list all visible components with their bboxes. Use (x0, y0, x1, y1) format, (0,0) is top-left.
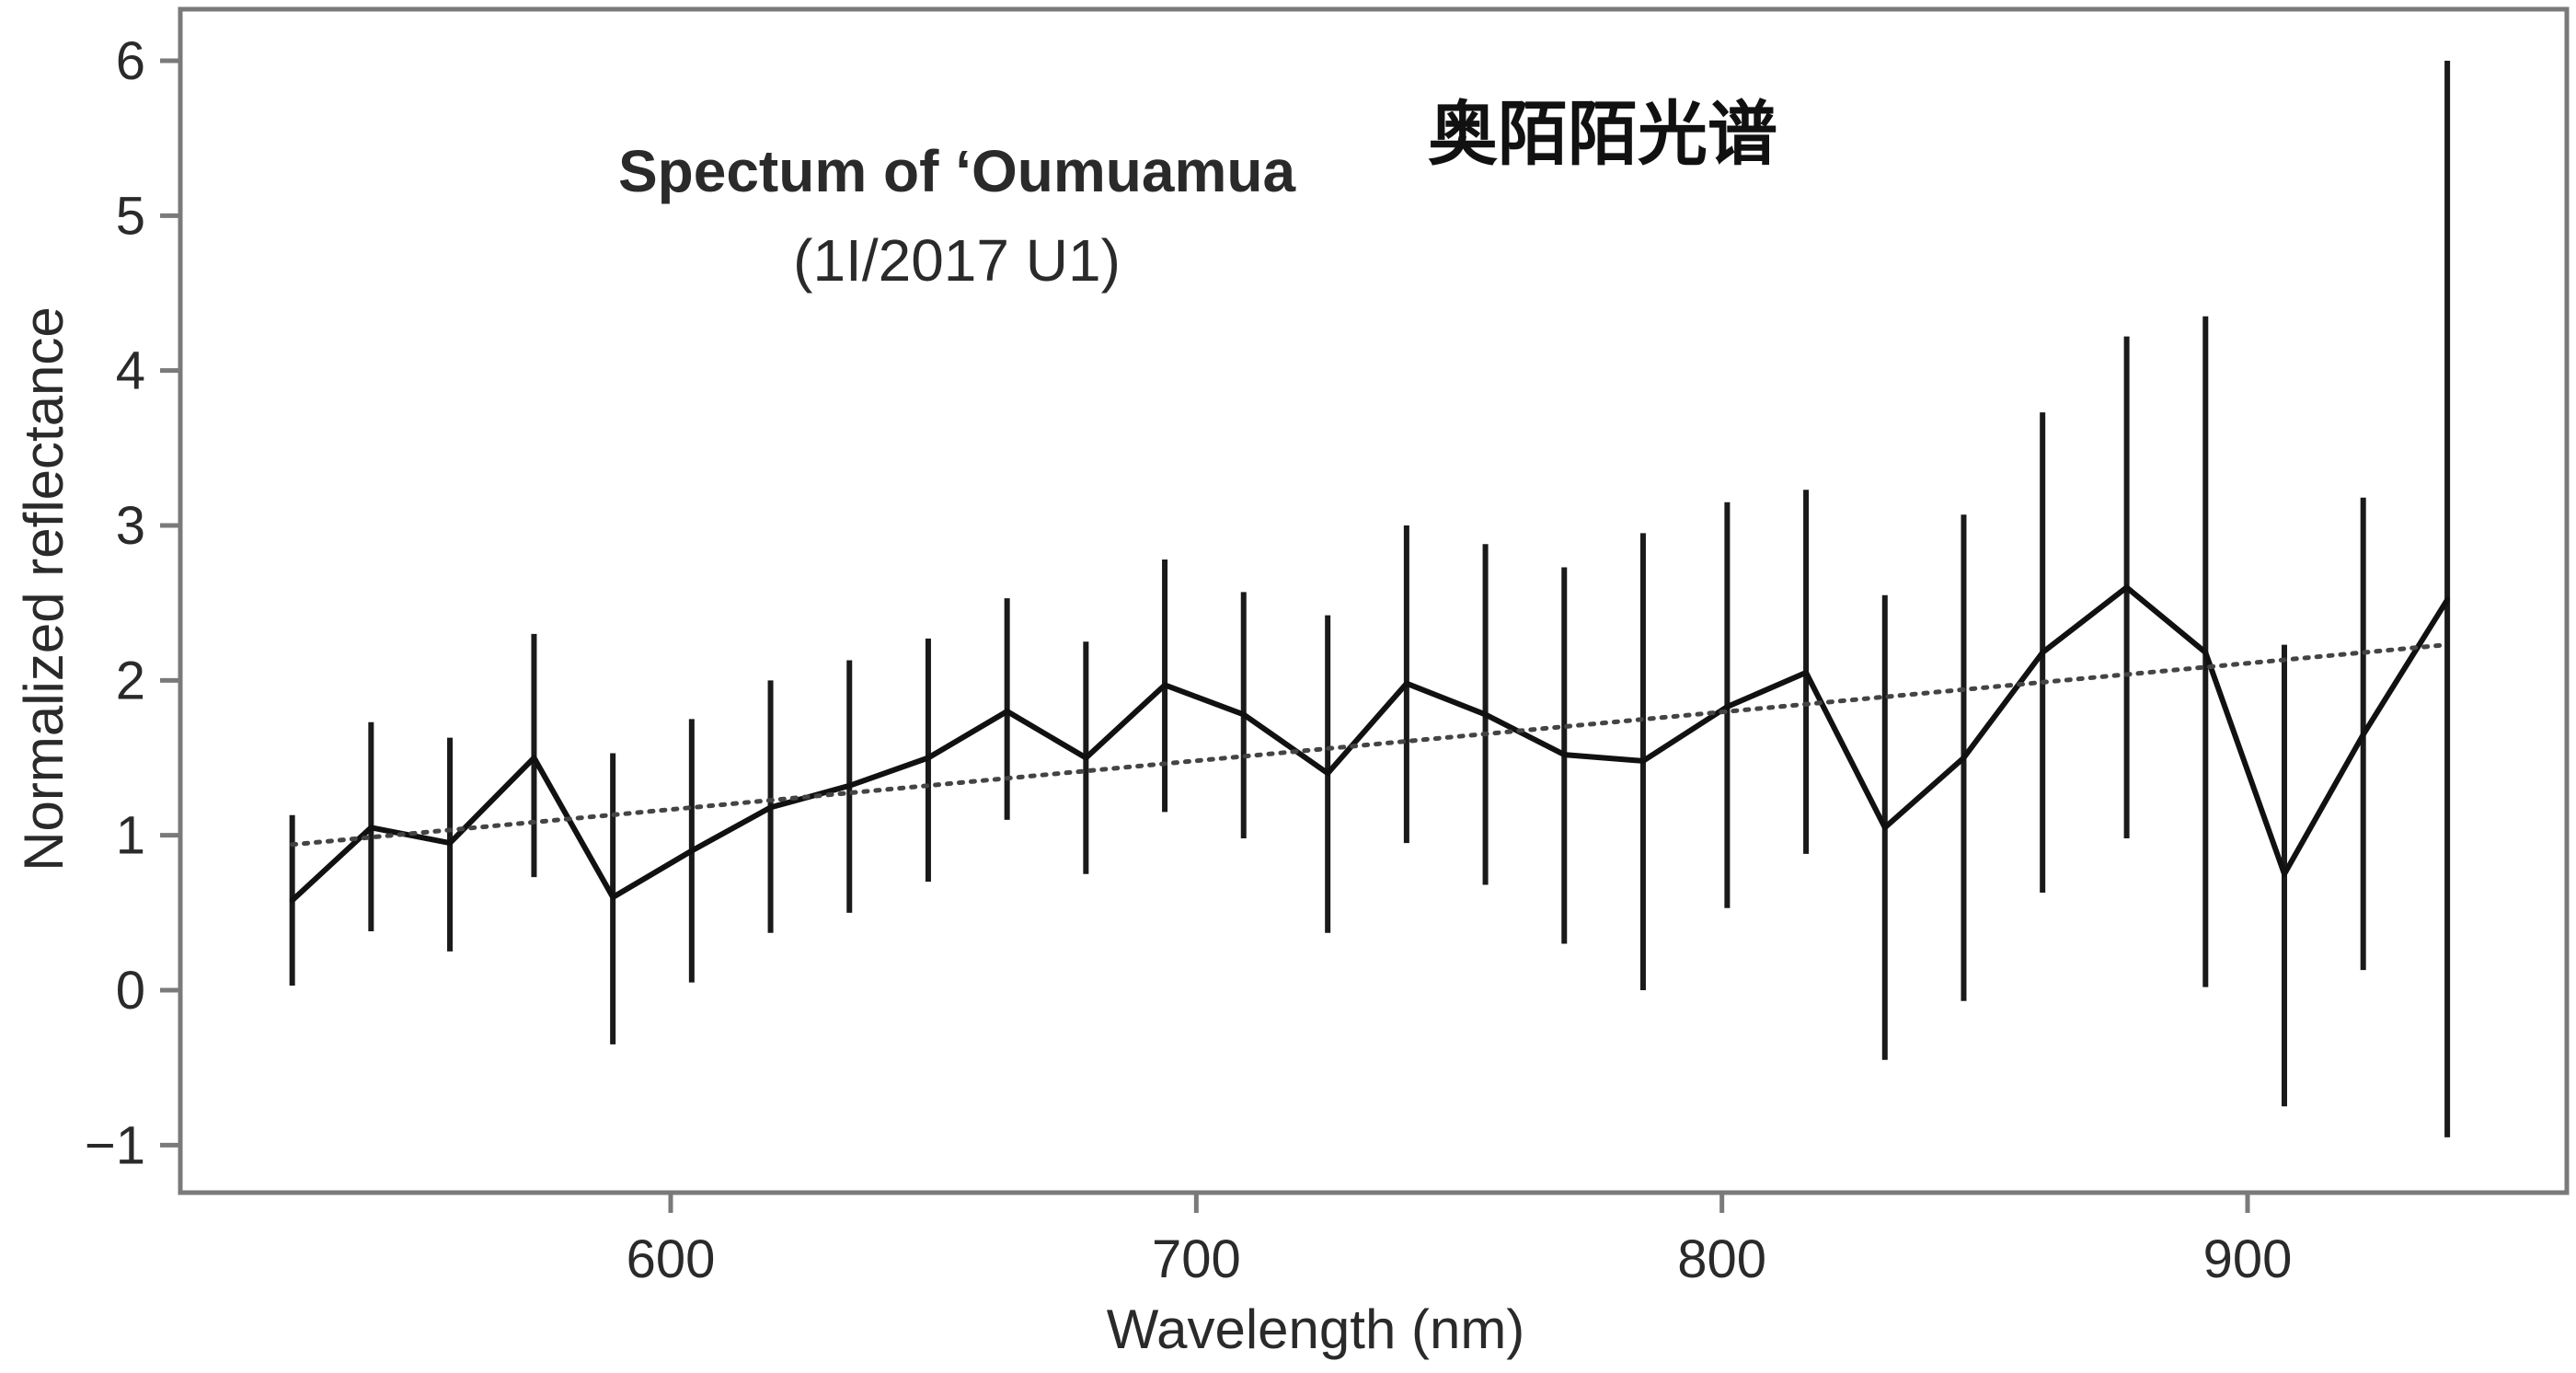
data-point (846, 782, 853, 789)
data-point (610, 894, 616, 900)
y-tick-label: 3 (116, 496, 145, 556)
chart-subtitle: (1I/2017 U1) (793, 227, 1121, 294)
data-point (1325, 770, 1331, 777)
error-bars (289, 61, 2451, 1137)
x-tick-label: 800 (1677, 1229, 1766, 1289)
y-tick-label: 4 (116, 341, 145, 401)
y-tick-label: 5 (116, 186, 145, 246)
y-tick-label: 1 (116, 806, 145, 866)
y-tick-label: 6 (116, 31, 145, 91)
y-tick-label: 2 (116, 651, 145, 710)
data-point (1561, 752, 1568, 758)
data-point (447, 840, 454, 847)
data-point (1083, 755, 1089, 761)
data-point (289, 897, 295, 904)
data-point (1803, 669, 1810, 675)
x-tick-label: 900 (2203, 1229, 2293, 1289)
data-point (2360, 732, 2366, 738)
x-tick-label: 600 (627, 1229, 716, 1289)
y-axis: −1 0 1 2 3 4 5 6 (85, 31, 180, 1175)
data-point (2123, 584, 2130, 591)
series-lines (289, 584, 2451, 904)
data-point (2040, 650, 2046, 656)
chart-title: Spectum of ‘Oumuamua (618, 138, 1296, 204)
chart-annotation: 奥陌陌光谱 (1428, 93, 1777, 175)
data-point (1724, 703, 1731, 710)
data-point (1162, 682, 1168, 688)
y-axis-label: Normalized reflectance (13, 306, 75, 871)
data-point (1639, 757, 1646, 764)
data-point (1881, 825, 1888, 831)
data-point (2281, 871, 2287, 877)
data-point (2444, 596, 2451, 603)
plot-frame (178, 6, 2570, 1195)
data-point (1240, 711, 1247, 718)
data-point (531, 755, 537, 761)
data-point (2202, 650, 2209, 656)
data-point (1482, 711, 1489, 718)
data-point (1403, 680, 1409, 686)
data-point (688, 848, 695, 854)
data-point (767, 804, 774, 811)
trend-line (290, 642, 2450, 848)
data-point (368, 825, 374, 831)
data-point (925, 755, 931, 761)
data-point (1961, 755, 1967, 761)
y-tick-label: −1 (85, 1115, 145, 1175)
y-tick-label: 0 (116, 961, 145, 1021)
x-axis-label: Wavelength (nm) (1107, 1298, 1525, 1360)
x-axis: 600 700 800 900 (627, 1193, 2293, 1289)
spectrum-line (290, 584, 2450, 903)
x-tick-label: 700 (1152, 1229, 1241, 1289)
data-point (1004, 709, 1010, 714)
